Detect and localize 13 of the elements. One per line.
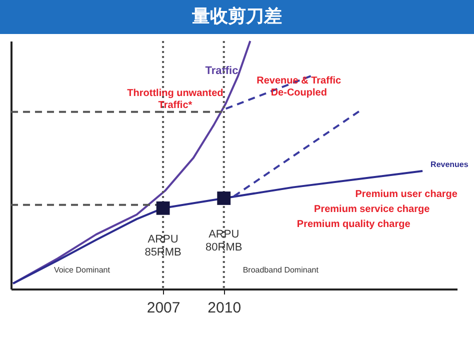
annotation: ARPU 85RMB	[144, 233, 182, 258]
annotation: Voice Dominant	[54, 265, 111, 274]
annotation: ARPU 80RMB	[206, 228, 242, 254]
annotation: Revenue & Traffic De-Coupled	[256, 76, 342, 99]
x-tick-label: 2010	[208, 300, 242, 316]
chart-title: 量收剪刀差	[0, 0, 474, 34]
annotation: Throttling unwanted Traffic*	[127, 88, 224, 112]
series-label: Revenues	[430, 160, 469, 169]
annotation: Premium quality charge	[296, 219, 411, 230]
annotation: Premium user charge	[355, 189, 458, 200]
annotation: Broadband Dominant	[242, 265, 320, 274]
annotation: Premium service charge	[314, 204, 430, 216]
x-tick-label: 2007	[146, 300, 180, 316]
